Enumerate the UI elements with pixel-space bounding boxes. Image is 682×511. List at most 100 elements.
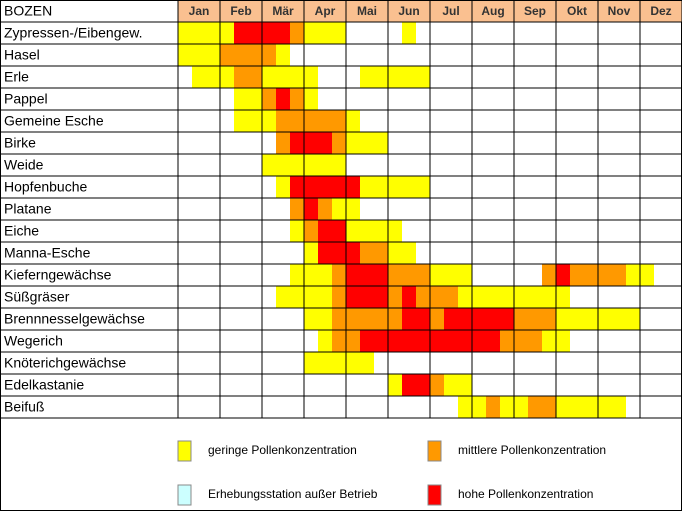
pollen-cell: [262, 110, 276, 132]
month-header: [514, 0, 556, 22]
pollen-cell: [332, 176, 346, 198]
pollen-cell: [556, 264, 570, 286]
pollen-cell: [304, 22, 318, 44]
pollen-cell: [262, 66, 276, 88]
pollen-cell: [374, 176, 388, 198]
pollen-cell: [318, 198, 332, 220]
pollen-cell: [360, 286, 374, 308]
pollen-cell: [220, 66, 234, 88]
pollen-cell: [276, 88, 290, 110]
pollen-cell: [542, 308, 556, 330]
pollen-cell: [332, 110, 346, 132]
pollen-cell: [318, 242, 332, 264]
pollen-cell: [486, 330, 500, 352]
pollen-cell: [304, 66, 318, 88]
pollen-cell: [304, 220, 318, 242]
pollen-cell: [402, 264, 416, 286]
legend-label: hohe Pollenkonzentration: [458, 487, 593, 501]
pollen-cell: [360, 352, 374, 374]
pollen-cell: [290, 22, 304, 44]
pollen-cell: [402, 330, 416, 352]
pollen-cell: [332, 242, 346, 264]
pollen-cell: [248, 66, 262, 88]
pollen-cell: [318, 352, 332, 374]
pollen-cell: [178, 44, 192, 66]
pollen-cell: [332, 308, 346, 330]
month-label: Sep: [524, 4, 546, 18]
pollen-cell: [458, 286, 472, 308]
row-label: Birke: [4, 135, 36, 151]
pollen-cell: [234, 22, 248, 44]
month-label: Jan: [189, 4, 210, 18]
pollen-cell: [472, 308, 486, 330]
pollen-cell: [332, 154, 346, 176]
pollen-cell: [584, 308, 598, 330]
pollen-cell: [332, 22, 346, 44]
pollen-cell: [304, 132, 318, 154]
month-header: [388, 0, 430, 22]
row-label: Edelkastanie: [4, 377, 84, 393]
pollen-cell: [304, 198, 318, 220]
legend-swatch: [177, 440, 192, 462]
pollen-cell: [444, 286, 458, 308]
pollen-cell: [528, 286, 542, 308]
month-label: Dez: [650, 4, 671, 18]
pollen-cell: [388, 66, 402, 88]
pollen-cell: [584, 396, 598, 418]
month-header: [472, 0, 514, 22]
pollen-cell: [458, 396, 472, 418]
pollen-cell: [248, 44, 262, 66]
pollen-cell: [192, 44, 206, 66]
pollen-cell: [598, 308, 612, 330]
pollen-cell: [346, 220, 360, 242]
pollen-cell: [416, 264, 430, 286]
pollen-cell: [304, 176, 318, 198]
pollen-cell: [192, 66, 206, 88]
pollen-cell: [304, 110, 318, 132]
pollen-cell: [528, 308, 542, 330]
pollen-cell: [360, 176, 374, 198]
pollen-cell: [542, 396, 556, 418]
pollen-cell: [304, 352, 318, 374]
pollen-cell: [360, 330, 374, 352]
pollen-cell: [374, 330, 388, 352]
pollen-cell: [290, 88, 304, 110]
pollen-cell: [486, 308, 500, 330]
pollen-cell: [542, 330, 556, 352]
month-header: [178, 0, 220, 22]
pollen-cell: [416, 176, 430, 198]
pollen-cell: [388, 242, 402, 264]
row-label: Manna-Esche: [4, 245, 91, 261]
pollen-cell: [332, 352, 346, 374]
pollen-cell: [556, 286, 570, 308]
pollen-cell: [346, 308, 360, 330]
month-label: Mär: [272, 4, 294, 18]
pollen-cell: [290, 176, 304, 198]
row-label: Knöterichgewächse: [4, 355, 126, 371]
month-label: Apr: [315, 4, 336, 18]
pollen-cell: [276, 44, 290, 66]
pollen-cell: [612, 264, 626, 286]
pollen-cell: [290, 132, 304, 154]
pollen-cell: [570, 396, 584, 418]
pollen-cell: [332, 286, 346, 308]
pollen-cell: [500, 330, 514, 352]
pollen-cell: [318, 132, 332, 154]
pollen-cell: [626, 264, 640, 286]
pollen-cell: [262, 154, 276, 176]
pollen-cell: [472, 330, 486, 352]
pollen-cell: [500, 286, 514, 308]
pollen-cell: [276, 66, 290, 88]
pollen-cell: [248, 110, 262, 132]
pollen-cell: [276, 154, 290, 176]
row-label: Weide: [4, 157, 44, 173]
pollen-cell: [514, 308, 528, 330]
pollen-cell: [528, 330, 542, 352]
pollen-cell: [346, 198, 360, 220]
row-label: Kieferngewächse: [4, 267, 112, 283]
pollen-cell: [402, 308, 416, 330]
pollen-cell: [290, 154, 304, 176]
pollen-cell: [472, 396, 486, 418]
month-header: [346, 0, 388, 22]
